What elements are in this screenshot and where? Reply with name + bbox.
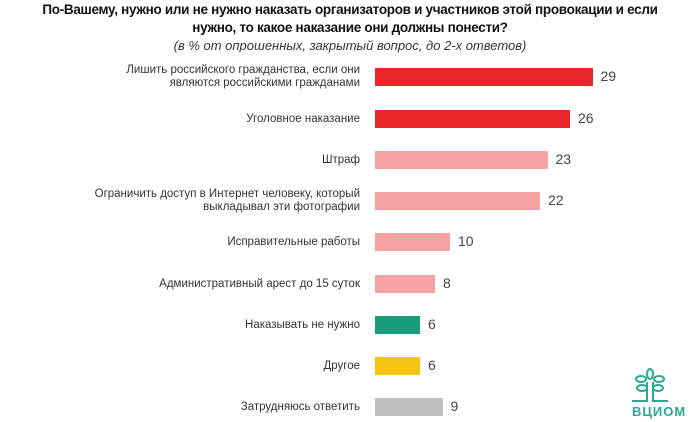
- category-label: Административный арест до 15 суток: [30, 278, 360, 291]
- data-label: 9: [450, 398, 459, 414]
- category-label-line: Другое: [323, 359, 360, 372]
- category-label: Другое: [30, 360, 360, 373]
- bar: [375, 275, 435, 293]
- category-label-line: Исправительные работы: [227, 235, 360, 248]
- category-label-line: Административный арест до 15 суток: [159, 277, 360, 290]
- category-label: Исправительные работы: [30, 236, 360, 249]
- bar: [375, 68, 593, 86]
- data-label: 6: [428, 316, 436, 332]
- data-label: 29: [600, 68, 617, 84]
- category-label-line: Ограничить доступ в Интернет человеку, к…: [94, 188, 360, 200]
- chart-subtitle: (в % от опрошенных, закрытый вопрос, до …: [173, 38, 527, 53]
- bar: [375, 316, 420, 334]
- category-label-line: Наказывать не нужно: [245, 318, 360, 331]
- data-label: 23: [555, 151, 572, 167]
- data-label: 26: [578, 110, 594, 126]
- bar: [375, 398, 443, 416]
- category-label-line: являются российскими гражданами: [169, 77, 360, 89]
- data-label: 6: [428, 357, 436, 373]
- bar: [375, 233, 450, 251]
- category-label-line: Штраф: [321, 153, 360, 166]
- category-label: Ограничить доступ в Интернет человеку, к…: [30, 188, 360, 214]
- category-label-line: выкладывал эти фотографии: [203, 201, 360, 213]
- category-label: Наказывать не нужно: [30, 319, 360, 332]
- chart-title-line-2: нужно, то какое наказание они должны пон…: [192, 20, 508, 35]
- bar: [375, 192, 540, 210]
- logo-text: ВЦИОМ: [632, 404, 687, 419]
- category-label-line: Уголовное наказание: [246, 112, 360, 125]
- data-label: 8: [443, 275, 451, 291]
- category-label: Лишить российского гражданства, если они…: [30, 64, 360, 90]
- bar: [375, 151, 548, 169]
- category-label: Затрудняюсь ответить: [30, 401, 360, 414]
- data-label: 10: [458, 233, 474, 249]
- data-label: 22: [548, 192, 564, 208]
- bar: [375, 110, 570, 128]
- category-label-line: Затрудняюсь ответить: [240, 400, 360, 413]
- category-label: Штраф: [30, 154, 360, 167]
- vciom-tree-logo-icon: [632, 368, 668, 402]
- category-label-line: Лишить российского гражданства, если они: [126, 64, 360, 76]
- category-label: Уголовное наказание: [30, 113, 360, 126]
- bar: [375, 357, 420, 375]
- chart-title-line-1: По-Вашему, нужно или не нужно наказать о…: [42, 2, 658, 17]
